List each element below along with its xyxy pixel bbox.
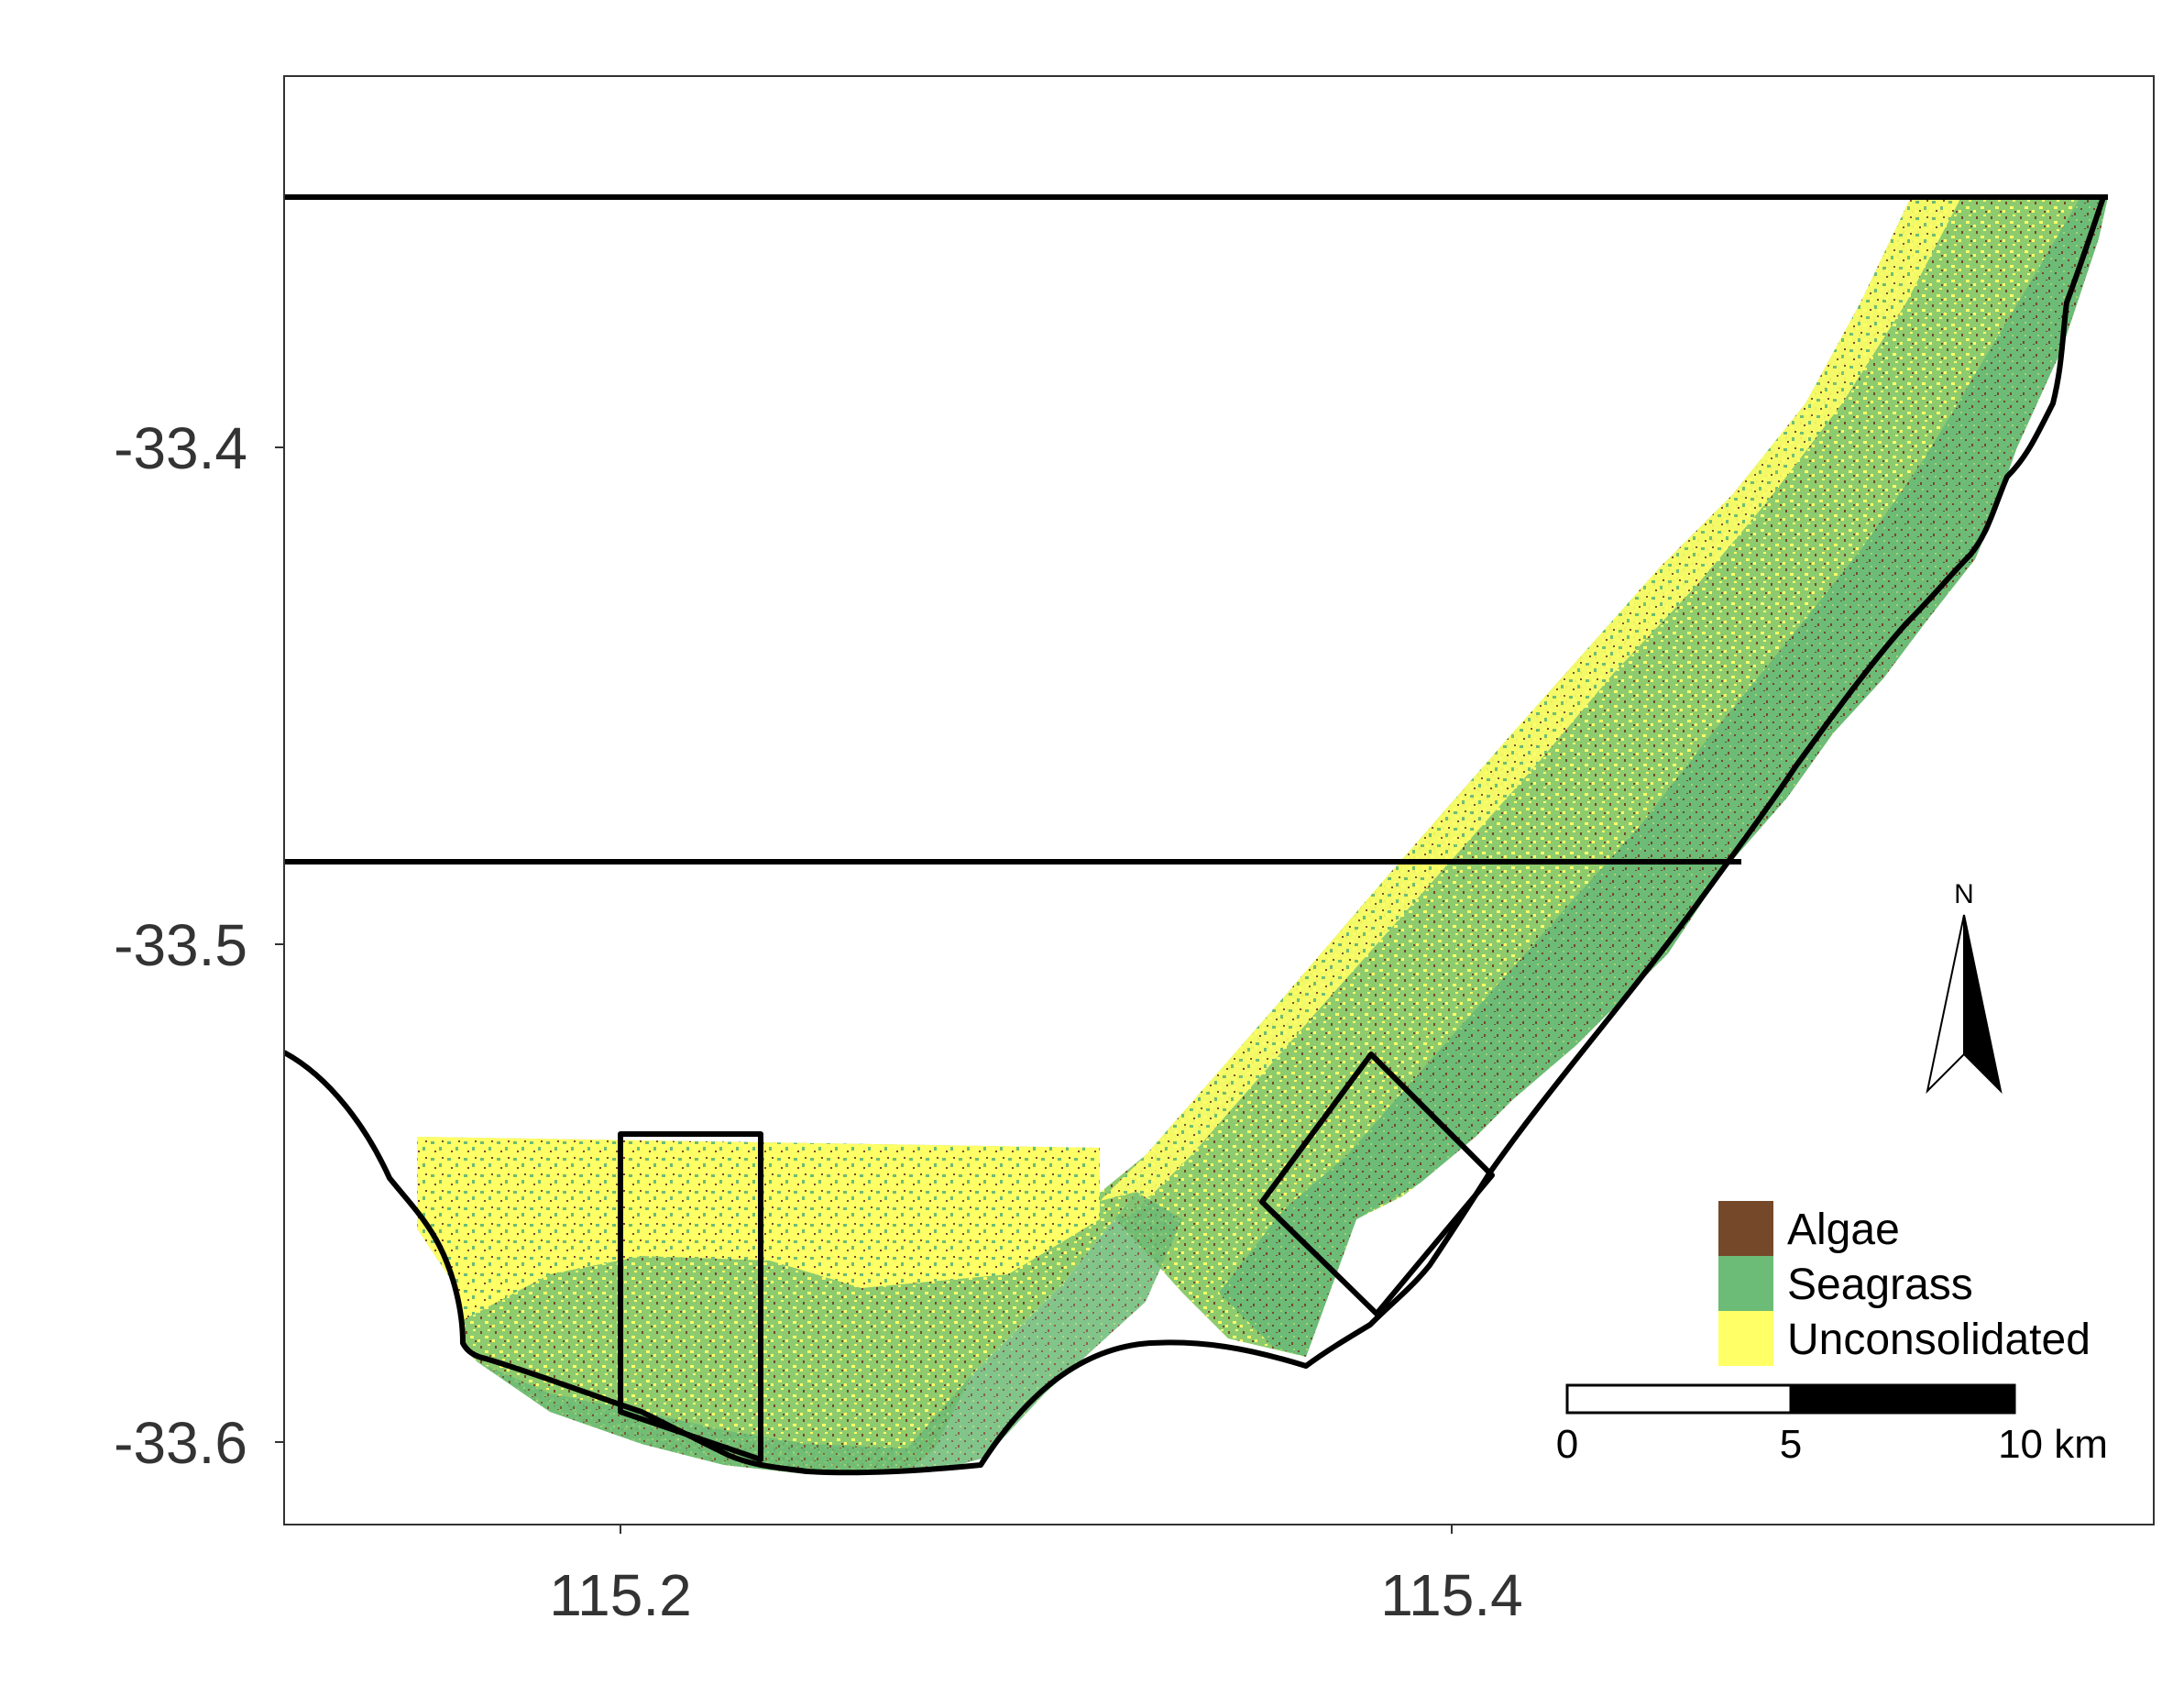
habitat-strip-offshore-sand	[1100, 197, 1961, 1219]
x-axis: 115.2 115.4	[549, 1525, 1523, 1628]
scale-bar-label: 5	[1780, 1422, 1802, 1467]
north-arrow-right-half-icon	[1963, 914, 2003, 1095]
legend-label-algae: Algae	[1787, 1206, 1900, 1254]
coastline	[284, 196, 2106, 1476]
scale-bar-segment-black	[1789, 1383, 2016, 1415]
y-tick-label: -33.4	[114, 415, 247, 481]
scale-bar-label: 10 km	[1998, 1422, 2108, 1467]
x-tick-label: 115.4	[1380, 1562, 1522, 1628]
scale-bar: 0 5 10 km	[1556, 1383, 2108, 1467]
scale-bar-segment-white	[1565, 1383, 1793, 1415]
y-axis: -33.4 -33.5 -33.6	[114, 415, 284, 1476]
habitat-strip-green-shore	[1219, 197, 2108, 1357]
north-arrow-left-half-icon	[1926, 914, 1965, 1095]
habitat-strip-northeast	[1095, 197, 2108, 1357]
scale-bar-label: 0	[1556, 1422, 1578, 1467]
north-arrow-label: N	[1954, 879, 1974, 909]
legend-label-unconsolidated: Unconsolidated	[1787, 1316, 2091, 1364]
legend-swatch-algae	[1718, 1201, 1773, 1256]
legend-swatch-unconsolidated	[1718, 1311, 1773, 1366]
habitat-bay-seagrass-nearshore	[477, 1192, 1182, 1474]
study-site-box-west	[618, 1131, 763, 1462]
legend-swatch-seagrass	[1718, 1256, 1773, 1311]
legend-label-seagrass: Seagrass	[1787, 1261, 1973, 1309]
study-site-box-east	[1259, 1052, 1495, 1316]
y-tick-label: -33.5	[114, 912, 247, 978]
north-arrow: N	[1926, 879, 2003, 1095]
x-tick-label: 115.2	[549, 1562, 691, 1628]
y-tick-label: -33.6	[114, 1410, 247, 1476]
legend: Algae Seagrass Unconsolidated	[1703, 1137, 2091, 1375]
map-panel-frame	[283, 75, 2155, 1525]
